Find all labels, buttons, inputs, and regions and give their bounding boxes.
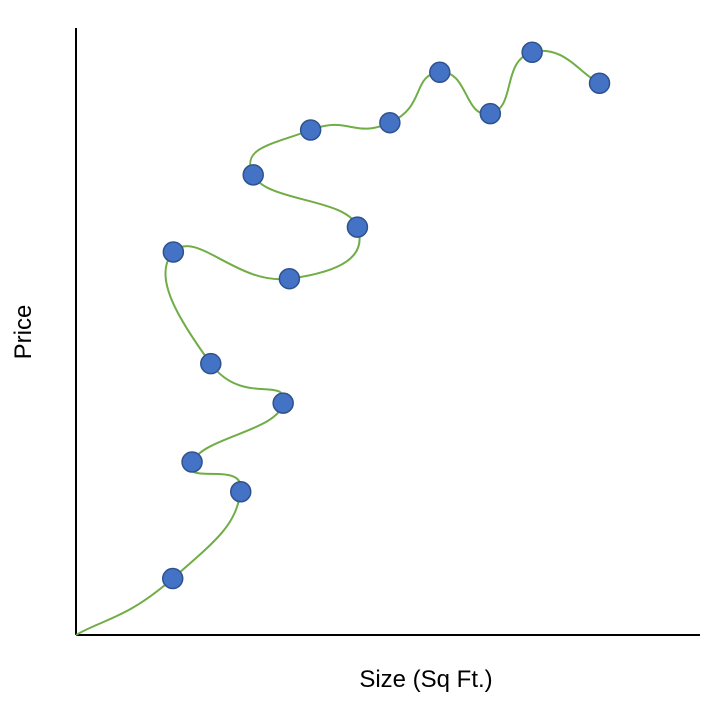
- data-point-5: [200, 352, 222, 375]
- data-point-9: [242, 164, 264, 186]
- data-point-4: [272, 392, 294, 414]
- overfit-curve: [75, 49, 600, 636]
- data-point-13: [479, 102, 502, 125]
- data-point-15: [588, 72, 611, 94]
- data-point-11: [379, 111, 401, 134]
- data-point-3: [181, 451, 203, 473]
- y-axis-title: Price: [10, 305, 37, 360]
- data-point-8: [346, 216, 369, 238]
- data-point-14: [521, 41, 543, 64]
- data-points: [161, 41, 611, 590]
- data-point-12: [429, 61, 451, 84]
- data-point-6: [162, 241, 185, 263]
- data-point-10: [299, 119, 322, 141]
- x-axis-title: Size (Sq Ft.): [359, 666, 492, 693]
- data-point-1: [161, 567, 184, 590]
- data-point-2: [229, 480, 252, 503]
- data-point-7: [278, 267, 301, 290]
